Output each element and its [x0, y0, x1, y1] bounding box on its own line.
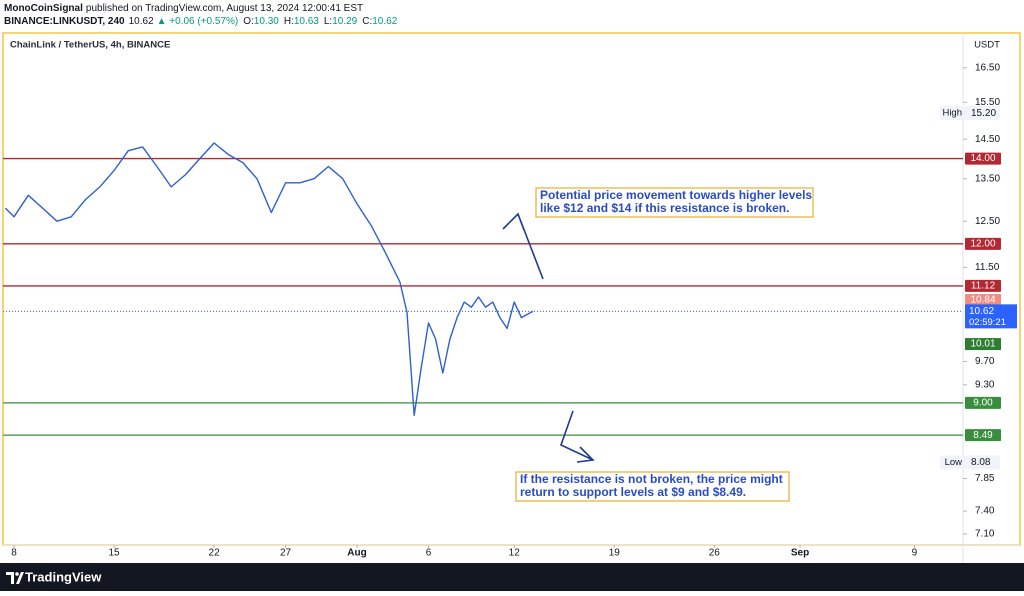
ohlc-value: 10.29 [332, 16, 357, 27]
ohlc-label: L: [324, 16, 332, 27]
low-label: Low [945, 457, 963, 468]
y-tick-label: 11.50 [975, 262, 1000, 273]
ohlc-label: H: [284, 16, 294, 27]
level-label: 14.00 [970, 153, 995, 164]
high-label: High [942, 108, 962, 119]
current-price-box [965, 304, 1017, 329]
y-tick-label: 9.70 [975, 356, 995, 367]
level-label: 12.00 [970, 238, 995, 249]
y-tick-label: 14.50 [975, 134, 1000, 145]
countdown: 02:59:21 [969, 317, 1006, 328]
annotation-box [515, 471, 790, 502]
x-tick-label: Sep [791, 548, 809, 559]
price-label-box [965, 338, 1001, 351]
level-label: 8.49 [973, 430, 993, 441]
level-label: 11.12 [971, 281, 996, 292]
ohlc-label: O: [243, 16, 254, 27]
price-label: 10.84 [970, 295, 995, 306]
annotation-text: return to support levels at $9 and $8.49… [520, 485, 746, 499]
level-label-box [965, 396, 1001, 409]
published: published on TradingView.com, August 13,… [86, 3, 363, 14]
y-tick-label: 7.85 [975, 473, 995, 484]
x-tick-label: 27 [280, 548, 292, 559]
x-tick-label: 19 [609, 548, 621, 559]
y-tick-label: 12.50 [975, 216, 1000, 227]
price-label-box [965, 294, 1001, 307]
ohlc-value: 10.30 [254, 16, 279, 27]
high-box [940, 106, 1000, 121]
brand-logo-dot [15, 572, 19, 576]
chart-title: ChainLink / TetherUS, 4h, BINANCE [10, 40, 170, 51]
y-tick-label: 16.50 [975, 62, 1000, 73]
change: ▲ +0.06 (+0.57%) [157, 16, 239, 27]
price-label: 10.01 [970, 339, 995, 350]
low-value: 8.08 [971, 457, 991, 468]
y-tick-label: 7.10 [975, 529, 995, 540]
header-line-2: BINANCE:LINKUSDT, 240 10.62 ▲ +0.06 (+0.57… [4, 16, 398, 27]
arrow-down [560, 410, 595, 463]
arrow-up [502, 212, 544, 280]
price-line [4, 142, 534, 416]
x-tick-label: 8 [11, 548, 17, 559]
x-tick-label: Aug [347, 548, 366, 559]
annotation-text: Potential price movement towards higher … [540, 188, 812, 202]
header-line-1: MonoCoinSignal published on TradingView.c… [4, 3, 363, 14]
x-tick-label: 15 [108, 548, 120, 559]
x-tick-label: 9 [912, 548, 918, 559]
brand-logo [6, 572, 24, 584]
level-label-box [965, 429, 1001, 442]
y-tick-label: 15.50 [975, 97, 1000, 108]
low-box [940, 455, 1000, 470]
brand-name: TradingView [25, 569, 102, 584]
annotation-text: If the resistance is not broken, the pri… [520, 472, 783, 486]
publisher: MonoCoinSignal [4, 3, 83, 14]
y-tick-label: 9.30 [975, 379, 995, 390]
ohlc: O:10.30 H:10.63 L:10.29 C:10.62 [243, 16, 397, 27]
x-tick-label: 22 [209, 548, 221, 559]
x-tick-label: 26 [709, 548, 721, 559]
symbol: BINANCE:LINKUSDT, 240 [4, 16, 125, 27]
annotation-text: like $12 and $14 if this resistance is b… [540, 201, 789, 215]
annotation-box [535, 187, 814, 218]
ohlc-value: 10.62 [372, 16, 397, 27]
x-tick-label: 12 [509, 548, 521, 559]
currency-label: USDT [974, 40, 1000, 51]
ohlc-label: C: [362, 16, 372, 27]
high-value: 15.20 [971, 108, 996, 119]
last-price: 10.62 [129, 16, 154, 27]
current-price: 10.62 [969, 306, 994, 317]
y-tick-label: 13.50 [975, 173, 1000, 184]
footer-bar [0, 563, 1024, 591]
ohlc-value: 10.63 [294, 16, 319, 27]
level-label-box [965, 237, 1001, 250]
level-label-box [965, 279, 1001, 292]
plot [3, 142, 963, 436]
x-tick-label: 6 [426, 548, 432, 559]
level-label-box [965, 152, 1001, 165]
y-tick-label: 7.40 [975, 506, 995, 517]
level-label: 9.00 [973, 398, 993, 409]
